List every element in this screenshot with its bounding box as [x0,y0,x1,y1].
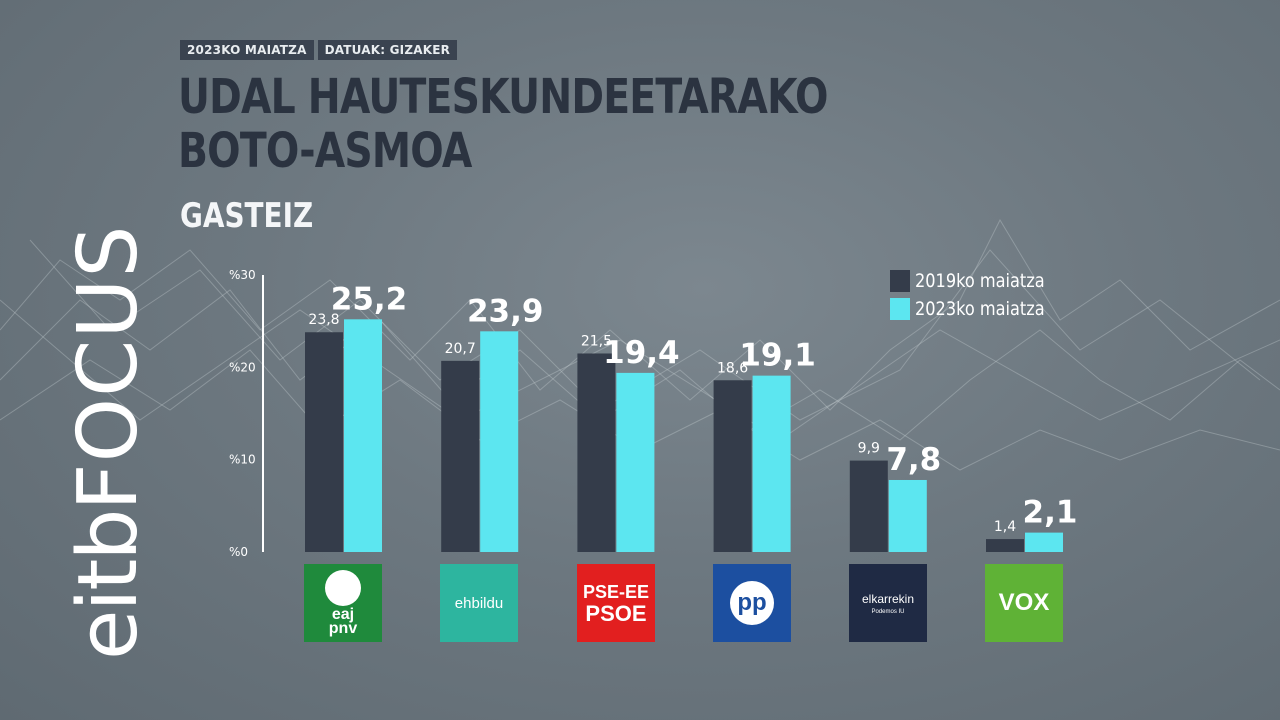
date-tag: 2023KO MAIATZA [180,40,314,60]
data-label-2023: 7,8 [886,442,941,478]
data-label-2019: 20,7 [445,341,476,357]
data-label-2019: 21,5 [581,333,612,349]
title-line-2: BOTO-ASMOA [178,123,472,179]
pnv-logo-line-2: pnv [328,620,358,637]
bar-2019 [577,353,616,552]
bar-2019 [713,380,752,552]
bar-2019 [849,460,888,552]
vox-logo-text: VOX [998,589,1050,616]
location-subtitle: GASTEIZ [180,196,314,236]
bar-2023 [344,319,382,552]
y-tick-label: %10 [229,453,256,467]
chart-legend: 2019ko maiatza 2023ko maiatza [890,268,1067,324]
party-logo-elkarrekin: elkarrekin Podemos IU [849,564,927,642]
legend-item-2019: 2019ko maiatza [890,268,1067,294]
data-label-2023: 19,4 [603,335,680,371]
psoe-logo-line-1: PSE-EE [582,582,650,602]
data-label-2019: 9,9 [858,441,880,457]
data-label-2019: 1,4 [994,519,1016,535]
legend-label-2019: 2019ko maiatza [915,270,1045,292]
legend-label-2023: 2023ko maiatza [915,298,1045,320]
y-tick-label: %30 [229,268,256,282]
bar-2019 [305,332,343,552]
y-tick-label: %20 [229,360,256,374]
data-label-2019: 18,6 [717,360,748,376]
party-logo-psoe: PSE-EE PSOE [577,564,655,642]
bar-2023 [1025,532,1063,552]
elkarrekin-logo-text: elkarrekin [861,591,915,606]
party-logo-bildu: ehbildu [440,564,518,642]
elkarrekin-logo-subtext: Podemos IU [871,608,905,615]
legend-swatch-2023 [890,298,910,320]
title-line-1: UDAL HAUTESKUNDEETARAKO [178,69,828,125]
bar-2023 [616,372,655,552]
bar-2023 [752,375,791,552]
bildu-logo-text: ehbildu [454,594,504,612]
bar-2023 [888,479,927,552]
party-logo-pp: pp [713,564,791,642]
pp-logo-text: pp [730,581,774,625]
data-label-2019: 23,8 [308,312,339,328]
bar-2019 [441,360,480,552]
psoe-logo-line-2: PSOE [585,601,647,626]
data-label-2023: 23,9 [467,293,544,329]
party-logo-vox: VOX [985,564,1063,642]
data-label-2023: 19,1 [739,338,816,374]
party-logo-pnv: eaj pnv [304,564,382,642]
data-label-2023: 2,1 [1023,495,1078,531]
bar-2019 [986,539,1024,552]
data-label-2023: 25,2 [331,281,408,317]
legend-item-2023: 2023ko maiatza [890,296,1067,322]
y-tick-label: %0 [229,545,248,559]
pnv-logo-line-1: eaj [331,606,355,623]
bar-2023 [480,331,519,552]
source-tag: DATUAK: GIZAKER [317,40,458,60]
legend-swatch-2019 [890,270,910,292]
header-tags: 2023KO MAIATZA DATUAK: GIZAKER [180,40,458,60]
chart-title: UDAL HAUTESKUNDEETARAKO BOTO-ASMOA [178,70,828,178]
pnv-emblem-icon [325,570,361,606]
